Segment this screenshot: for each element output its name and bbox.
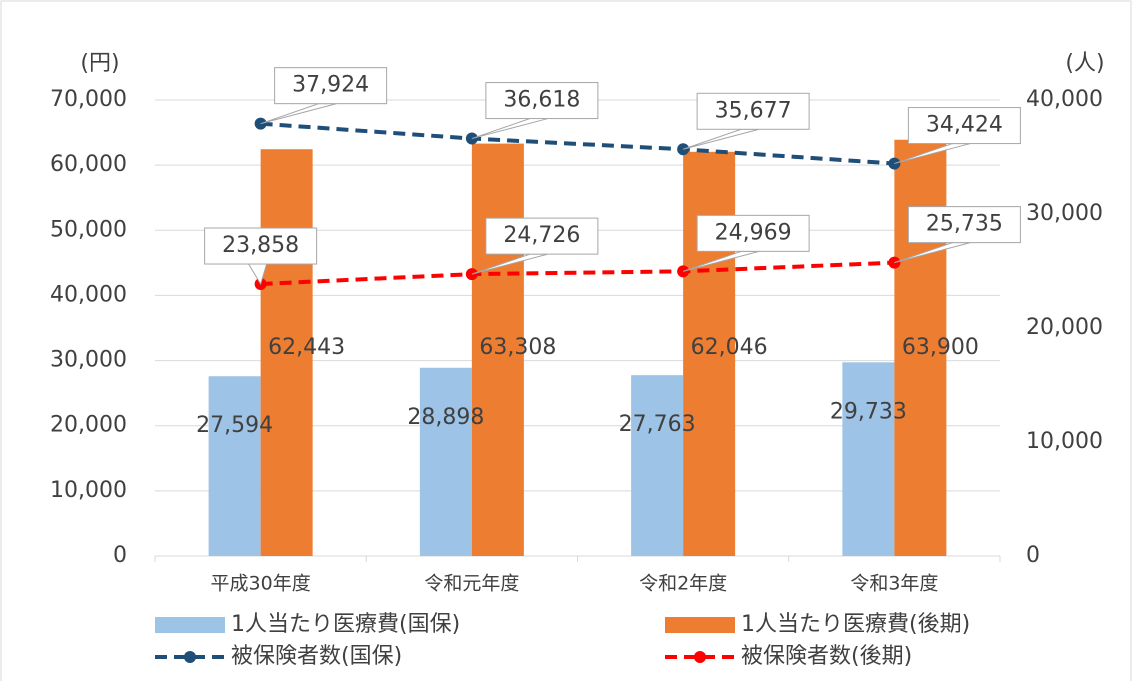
callout-box <box>274 67 388 105</box>
line-value-label: 24,969 <box>715 220 792 245</box>
line-value-label: 36,618 <box>503 88 580 113</box>
callout-box <box>907 107 1021 145</box>
y2-tick-label: 30,000 <box>1026 201 1103 226</box>
bar-value-label: 27,763 <box>619 412 696 437</box>
y2-axis-label: (人) <box>1065 51 1104 76</box>
y-tick-label: 30,000 <box>50 348 127 373</box>
legend-label: 1人当たり医療費(国保) <box>231 612 460 637</box>
callout-box <box>485 217 599 255</box>
bar-value-label: 62,443 <box>268 335 345 360</box>
x-tick-label: 令和元年度 <box>424 573 519 595</box>
bar <box>260 149 313 556</box>
bar-value-label: 62,046 <box>691 335 768 360</box>
y-tick-label: 50,000 <box>50 217 127 242</box>
y-tick-label: 40,000 <box>50 282 127 307</box>
line-value-label: 24,726 <box>503 223 580 248</box>
y-tick-label: 70,000 <box>50 87 127 112</box>
line <box>260 121 895 166</box>
bar-value-label: 28,898 <box>407 405 484 430</box>
bar-value-label: 29,733 <box>830 399 907 424</box>
line-value-label: 25,735 <box>926 212 1003 237</box>
bar <box>419 367 472 556</box>
y-tick-label: 20,000 <box>50 413 127 438</box>
x-tick-label: 令和3年度 <box>850 573 938 595</box>
line-value-label: 35,677 <box>715 98 792 123</box>
y-axis-label: (円) <box>80 51 119 76</box>
callout-box <box>204 227 318 265</box>
bar <box>208 376 261 556</box>
y2-tick-label: 0 <box>1026 543 1040 568</box>
legend-label: 被保険者数(国保) <box>231 644 402 669</box>
x-tick-label: 令和2年度 <box>639 573 727 595</box>
y2-tick-label: 10,000 <box>1026 429 1103 454</box>
line <box>260 260 895 287</box>
y-tick-label: 10,000 <box>50 478 127 503</box>
line-value-label: 23,858 <box>222 233 299 258</box>
callout-box <box>485 82 599 120</box>
bar <box>842 362 895 556</box>
y2-tick-label: 20,000 <box>1026 315 1103 340</box>
y2-tick-label: 40,000 <box>1026 87 1103 112</box>
legend-swatch <box>665 617 735 633</box>
bar-value-label: 27,594 <box>196 413 273 438</box>
legend-marker <box>184 651 196 663</box>
callout-box <box>907 206 1021 244</box>
bar <box>471 143 524 556</box>
callout-box <box>696 92 810 130</box>
legend-marker <box>694 651 706 663</box>
callout-box <box>696 214 810 252</box>
bar-value-label: 63,900 <box>902 335 979 360</box>
y-tick-label: 60,000 <box>50 152 127 177</box>
bar <box>631 375 684 556</box>
legend-swatch <box>155 617 225 633</box>
line-value-label: 34,424 <box>926 113 1003 138</box>
bar-value-label: 63,308 <box>479 335 556 360</box>
legend-label: 1人当たり医療費(後期) <box>741 612 970 637</box>
legend-label: 被保険者数(後期) <box>741 644 912 669</box>
x-tick-label: 平成30年度 <box>211 573 311 595</box>
line-value-label: 37,924 <box>292 73 369 98</box>
y-tick-label: 0 <box>113 543 127 568</box>
